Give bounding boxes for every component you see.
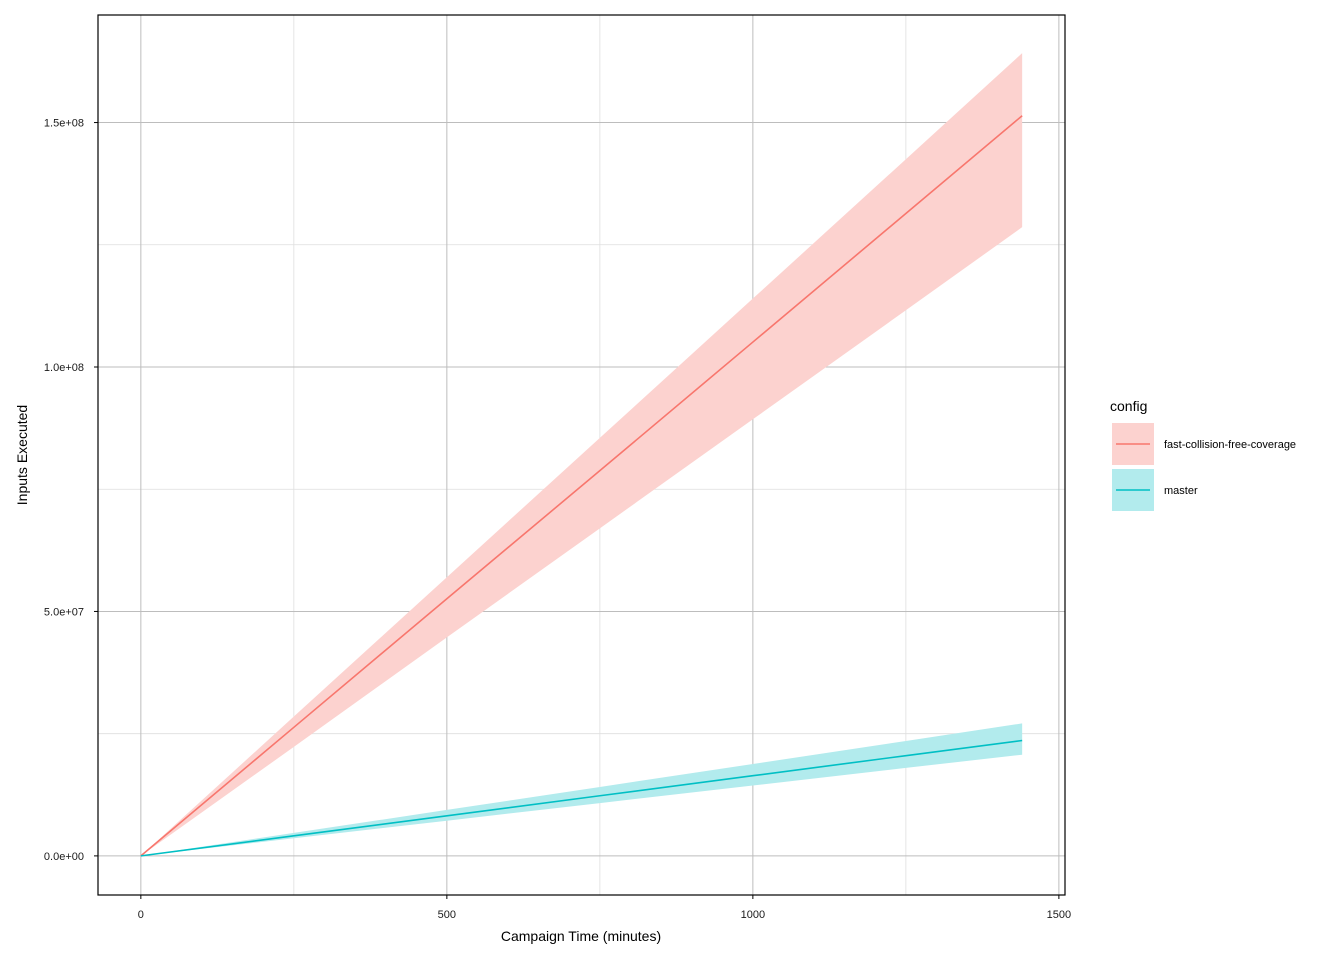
y-axis-title: Inputs Executed <box>14 405 30 505</box>
plot-panel-border <box>97 14 1066 896</box>
x-tick-label: 0 <box>138 909 144 921</box>
x-tick-label: 500 <box>438 909 456 921</box>
y-tick-label: 1.5e+08 <box>44 118 84 130</box>
series-lines <box>140 115 1023 857</box>
y-tick-label: 0.0e+00 <box>44 851 84 863</box>
series-line-1 <box>140 739 1023 857</box>
x-tick-label: 1500 <box>1047 909 1071 921</box>
x-tick-label: 1000 <box>741 909 765 921</box>
y-tick-label: 1.0e+08 <box>44 362 84 374</box>
y-axis: 0.0e+00 5.0e+07 1.0e+08 1.5e+08 <box>44 118 98 863</box>
legend: config fast-collision-free-coverage maste… <box>1110 398 1296 511</box>
legend-title: config <box>1110 398 1147 414</box>
legend-label-0: fast-collision-free-coverage <box>1164 439 1296 451</box>
y-tick-label: 5.0e+07 <box>44 606 84 618</box>
series-line-0 <box>140 115 1023 857</box>
legend-items: fast-collision-free-coverage master <box>1112 423 1296 511</box>
legend-label-1: master <box>1164 485 1198 497</box>
x-axis-title: Campaign Time (minutes) <box>501 928 661 944</box>
x-axis: 0 500 1000 1500 <box>138 895 1071 921</box>
